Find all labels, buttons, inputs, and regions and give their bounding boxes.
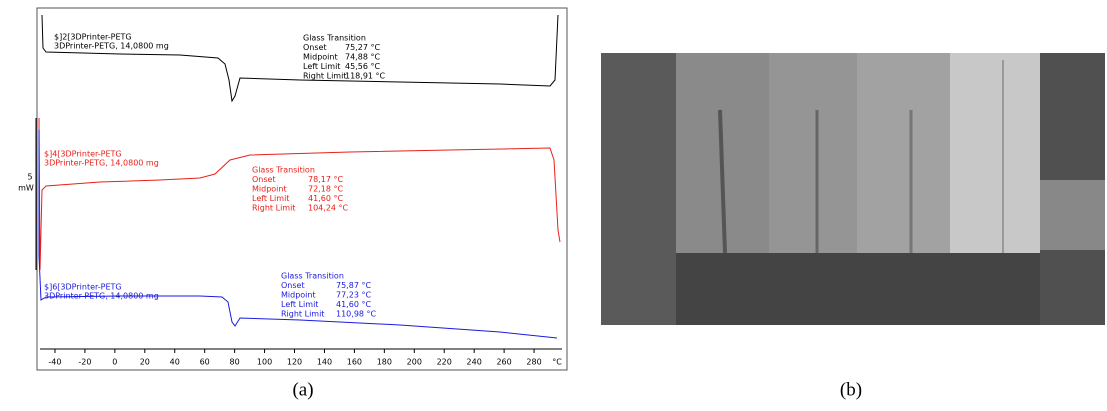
photo bbox=[601, 53, 1105, 325]
x-tick-label: 0 bbox=[112, 358, 117, 367]
annotation-key: Onset bbox=[303, 43, 327, 52]
x-tick-label: -20 bbox=[78, 358, 91, 367]
x-tick-label: 100 bbox=[257, 358, 272, 367]
annotation-value: 110,98 °C bbox=[336, 310, 377, 319]
annotation-value: 41,60 °C bbox=[336, 300, 371, 309]
x-tick-label: 120 bbox=[287, 358, 302, 367]
panel-a-frame bbox=[36, 7, 568, 371]
annotation-key: Midpoint bbox=[281, 291, 316, 300]
caption-b: (b) bbox=[840, 379, 862, 400]
annotation-key: Right Limit bbox=[252, 204, 295, 213]
sample-label: 3DPrinter-PETG, 14,0800 mg bbox=[54, 42, 169, 51]
scale-value: 5 bbox=[27, 173, 32, 182]
scale-unit: mW bbox=[18, 184, 34, 193]
x-tick-label: 240 bbox=[467, 358, 482, 367]
x-tick-label: 60 bbox=[200, 358, 210, 367]
annotation-title: Glass Transition bbox=[303, 34, 366, 43]
x-tick-label: -40 bbox=[48, 358, 61, 367]
annotation-title: Glass Transition bbox=[281, 272, 344, 281]
x-tick-label: 220 bbox=[437, 358, 452, 367]
x-tick-label: 140 bbox=[317, 358, 332, 367]
annotation-value: 41,60 °C bbox=[308, 194, 343, 203]
caption-a: (a) bbox=[292, 379, 313, 400]
sample-label: $]2[3DPrinter-PETG bbox=[54, 33, 132, 42]
annotation-value: 77,23 °C bbox=[336, 291, 371, 300]
annotation-value: 45,56 °C bbox=[345, 62, 380, 71]
annotation-key: Midpoint bbox=[303, 53, 338, 62]
annotation-value: 75,87 °C bbox=[336, 281, 371, 290]
sample-label: $]6[3DPrinter-PETG bbox=[44, 283, 122, 292]
annotation-value: 72,18 °C bbox=[308, 185, 343, 194]
annotation-key: Onset bbox=[281, 281, 305, 290]
annotation-key: Right Limit bbox=[303, 72, 346, 81]
annotation-key: Left Limit bbox=[303, 62, 340, 71]
annotation-key: Right Limit bbox=[281, 310, 324, 319]
annotation-value: 104,24 °C bbox=[308, 204, 349, 213]
sample-label: $]4[3DPrinter-PETG bbox=[44, 150, 122, 159]
annotation-value: 118,91 °C bbox=[345, 72, 386, 81]
annotation-key: Onset bbox=[252, 175, 276, 184]
annotation-key: Midpoint bbox=[252, 185, 287, 194]
curve-black bbox=[41, 14, 559, 103]
x-tick-label: 80 bbox=[230, 358, 240, 367]
curve-blue bbox=[38, 130, 558, 339]
x-tick-label: 20 bbox=[140, 358, 150, 367]
x-tick-label: 40 bbox=[170, 358, 180, 367]
x-tick-label: 260 bbox=[496, 358, 511, 367]
x-tick-label: 280 bbox=[526, 358, 541, 367]
sample-label: 3DPrinter-PETG, 14,0800 mg bbox=[44, 159, 159, 168]
x-tick-label: 200 bbox=[407, 358, 422, 367]
annotation-key: Left Limit bbox=[281, 300, 318, 309]
sample-label: 3DPrinter-PETG, 14,0800 mg bbox=[44, 292, 159, 301]
x-unit: °C bbox=[552, 358, 562, 367]
annotation-key: Left Limit bbox=[252, 194, 289, 203]
annotation-value: 78,17 °C bbox=[308, 175, 343, 184]
annotation-value: 75,27 °C bbox=[345, 43, 380, 52]
annotation-value: 74,88 °C bbox=[345, 53, 380, 62]
curve-red bbox=[38, 117, 561, 271]
annotation-title: Glass Transition bbox=[252, 166, 315, 175]
x-tick-label: 160 bbox=[347, 358, 362, 367]
x-tick-label: 180 bbox=[377, 358, 392, 367]
